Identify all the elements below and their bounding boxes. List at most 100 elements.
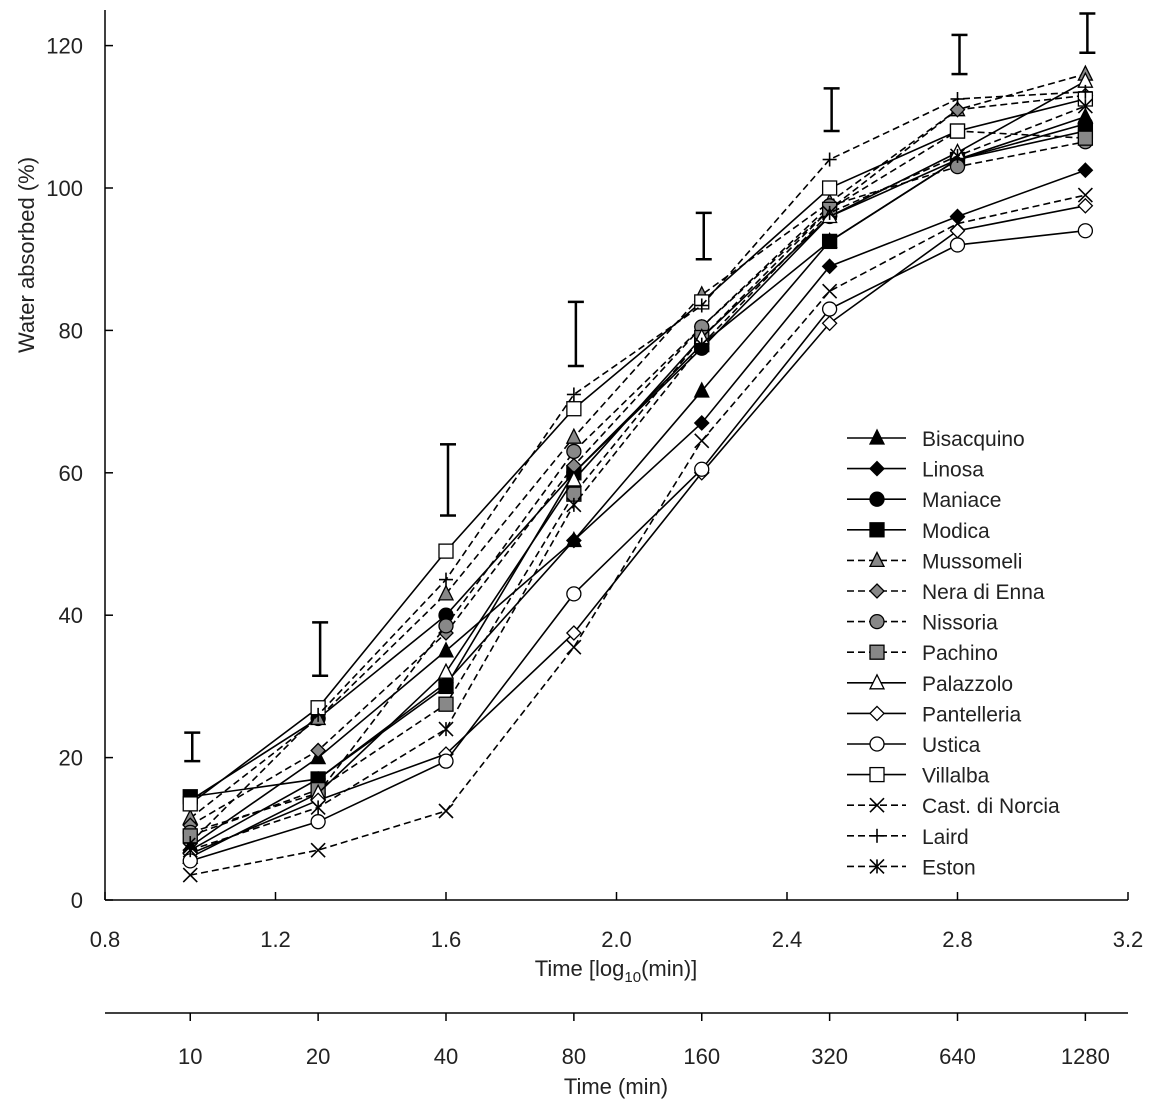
legend-marker xyxy=(869,736,885,752)
data-point xyxy=(1077,162,1094,179)
y-tick-label: 40 xyxy=(59,603,83,628)
data-point xyxy=(438,753,454,769)
data-point xyxy=(949,148,966,164)
error-bar xyxy=(312,621,329,677)
legend-label: Cast. di Norcia xyxy=(922,795,1060,818)
data-point-stroke xyxy=(694,433,710,449)
data-point xyxy=(821,315,838,332)
data-point xyxy=(437,662,455,679)
legend: Bisacquino Linosa Maniace Modica Mussomeli Ne… xyxy=(847,428,1060,879)
x-axis-title-tail: (min)] xyxy=(641,956,697,981)
legend-entry: Linosa xyxy=(847,459,984,482)
series-line xyxy=(189,123,1086,801)
data-point-stroke xyxy=(310,842,326,858)
x-tick-label: 1.2 xyxy=(260,927,291,952)
series-layer xyxy=(182,64,1094,883)
error-bar xyxy=(440,443,456,517)
data-point-stroke xyxy=(566,639,582,655)
series-laird xyxy=(183,84,1093,851)
data-point xyxy=(694,337,710,353)
secondary-x-tick-label: 320 xyxy=(811,1044,848,1069)
data-point-stroke xyxy=(1077,187,1093,203)
axes-layer: 0 20 40 60 80 100 120 0.8 1.2 1.6 2.0 2.4 2.8 3.2 10 20… xyxy=(46,10,1143,1069)
legend-marker xyxy=(869,613,885,630)
legend-marker xyxy=(868,550,886,568)
data-point xyxy=(565,427,582,444)
data-point xyxy=(437,584,455,601)
series-ustica xyxy=(182,223,1094,869)
data-point xyxy=(311,707,326,722)
series-line xyxy=(189,94,1086,826)
legend-entry: Palazzolo xyxy=(847,673,1013,696)
data-point xyxy=(1077,98,1093,114)
error-bar xyxy=(951,33,968,76)
data-point xyxy=(949,123,966,139)
secondary-x-tick-label: 10 xyxy=(178,1044,202,1069)
y-tick-label: 100 xyxy=(46,176,83,201)
data-point xyxy=(566,387,581,402)
series-line xyxy=(189,73,1086,819)
legend-marker xyxy=(869,858,885,874)
legend-entry: Eston xyxy=(847,856,976,879)
data-point xyxy=(694,433,710,449)
series-cast-di-norcia xyxy=(182,187,1093,883)
legend-label: Palazzolo xyxy=(922,673,1013,696)
legend-marker xyxy=(869,491,885,507)
series-line xyxy=(189,205,1086,855)
data-point xyxy=(182,796,198,812)
x-tick-label: 3.2 xyxy=(1113,927,1144,952)
data-point xyxy=(566,497,582,513)
legend-marker xyxy=(870,828,884,843)
data-point xyxy=(694,298,709,313)
data-point xyxy=(1077,223,1094,239)
secondary-x-tick-label: 40 xyxy=(434,1044,458,1069)
x-tick-label: 2.8 xyxy=(942,927,973,952)
legend-marker xyxy=(869,460,885,477)
series-line xyxy=(189,130,1086,837)
y-tick-label: 0 xyxy=(71,888,83,913)
legend-entry: Ustica xyxy=(847,734,981,757)
data-point xyxy=(821,301,838,317)
data-point xyxy=(565,625,582,641)
data-point xyxy=(822,152,837,167)
x-tick-label: 2.0 xyxy=(601,927,632,952)
legend-label: Modica xyxy=(922,520,990,543)
data-point xyxy=(1077,187,1093,203)
legend-label: Pachino xyxy=(922,642,998,665)
legend-label: Maniace xyxy=(922,489,1001,512)
data-point xyxy=(949,208,966,225)
y-tick-label: 60 xyxy=(59,461,83,486)
data-point-stroke xyxy=(822,283,838,299)
data-point xyxy=(566,401,582,417)
data-point xyxy=(821,180,838,196)
legend-entry: Villalba xyxy=(847,765,990,788)
y-tick-label: 80 xyxy=(59,318,83,343)
error-bar xyxy=(823,87,840,133)
data-point xyxy=(1078,84,1093,99)
data-point xyxy=(565,470,582,487)
y-axis-title: Water absorbed (%) xyxy=(14,157,39,353)
legend-entry: Modica xyxy=(847,520,990,543)
legend-marker xyxy=(868,673,886,690)
data-point-stroke xyxy=(949,216,966,232)
data-point xyxy=(182,842,198,858)
data-point xyxy=(566,639,582,655)
data-point xyxy=(949,237,966,253)
secondary-x-tick-label: 160 xyxy=(683,1044,720,1069)
legend-label: Nissoria xyxy=(922,612,998,635)
legend-label: Laird xyxy=(922,826,969,849)
legend-marker xyxy=(869,766,885,783)
secondary-x-tick-label: 20 xyxy=(306,1044,330,1069)
legend-label: Villalba xyxy=(922,765,990,788)
legend-marker xyxy=(869,644,885,660)
legend-marker-stroke xyxy=(869,797,885,813)
series-line xyxy=(189,105,1086,851)
legend-label: Eston xyxy=(922,856,976,879)
legend-entry: Pantelleria xyxy=(847,703,1022,726)
legend-label: Nera di Enna xyxy=(922,581,1045,604)
y-tick-label: 120 xyxy=(46,34,83,59)
series-line xyxy=(190,140,1086,834)
legend-label: Ustica xyxy=(922,734,981,757)
x-axis-title-main: Time [log xyxy=(535,956,625,981)
data-point-stroke xyxy=(438,803,454,819)
